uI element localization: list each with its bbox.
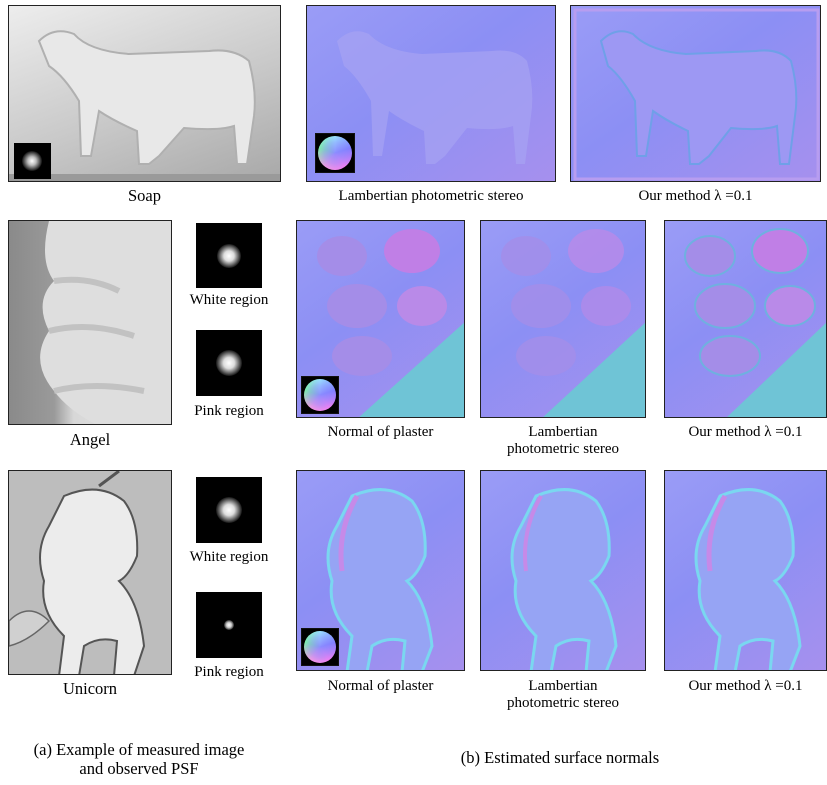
unicorn-psf-white bbox=[196, 477, 262, 543]
unicorn-psf-pink-label: Pink region bbox=[194, 664, 264, 680]
soap-lambertian-cow bbox=[337, 31, 533, 164]
soap-our-method-caption: Our method λ =0.1 bbox=[638, 188, 753, 204]
subcaption-a: (a) Example of measured image and observ… bbox=[33, 740, 245, 778]
angel-lambertian-feathers bbox=[501, 229, 645, 417]
unicorn-normal-sphere-legend bbox=[301, 628, 339, 666]
soap-cow-silhouette bbox=[9, 30, 280, 181]
angel-psf-pink bbox=[196, 330, 262, 396]
angel-psf-pink-label: Pink region bbox=[194, 403, 264, 419]
angel-normal-sphere-legend bbox=[301, 376, 339, 414]
unicorn-our-method-normal-map bbox=[664, 470, 827, 671]
angel-psf-white-label: White region bbox=[189, 292, 269, 308]
angel-plaster-normal-map bbox=[296, 220, 465, 418]
soap-lambertian-caption: Lambertian photometric stereo bbox=[338, 188, 524, 204]
angel-our-method-caption: Our method λ =0.1 bbox=[688, 424, 803, 440]
soap-normal-sphere-legend bbox=[315, 133, 355, 173]
subcaption-b: (b) Estimated surface normals bbox=[460, 748, 660, 767]
unicorn-our-method-caption: Our method λ =0.1 bbox=[688, 678, 803, 694]
angel-plaster-caption: Normal of plaster bbox=[327, 424, 434, 440]
unicorn-psf-white-label: White region bbox=[189, 549, 269, 565]
soap-psf-inset bbox=[14, 143, 51, 179]
unicorn-measured-image bbox=[8, 470, 172, 675]
soap-our-method-normal-map bbox=[570, 5, 821, 182]
soap-measured-image bbox=[8, 5, 281, 182]
unicorn-label: Unicorn bbox=[62, 679, 118, 698]
unicorn-plaster-caption: Normal of plaster bbox=[327, 678, 434, 694]
unicorn-our-method-shape bbox=[694, 488, 802, 670]
unicorn-lambertian-shape bbox=[510, 488, 618, 670]
angel-measured-image bbox=[8, 220, 172, 425]
angel-wing-shape bbox=[40, 221, 171, 424]
angel-lambertian-caption: Lambertian photometric stereo bbox=[506, 424, 620, 457]
unicorn-plaster-shape bbox=[326, 488, 434, 670]
angel-plaster-feathers bbox=[317, 229, 464, 417]
unicorn-shape bbox=[9, 471, 171, 674]
soap-our-method-cow bbox=[573, 8, 820, 181]
angel-lambertian-normal-map bbox=[480, 220, 646, 418]
unicorn-psf-pink bbox=[196, 592, 262, 658]
angel-psf-white bbox=[196, 223, 262, 288]
soap-lambertian-normal-map bbox=[306, 5, 556, 182]
unicorn-plaster-normal-map bbox=[296, 470, 465, 671]
unicorn-lambertian-normal-map bbox=[480, 470, 646, 671]
unicorn-lambertian-caption: Lambertian photometric stereo bbox=[506, 678, 620, 711]
soap-label: Soap bbox=[128, 186, 161, 205]
angel-our-method-normal-map bbox=[664, 220, 827, 418]
angel-our-method-feathers bbox=[684, 228, 826, 417]
angel-label: Angel bbox=[69, 430, 111, 449]
